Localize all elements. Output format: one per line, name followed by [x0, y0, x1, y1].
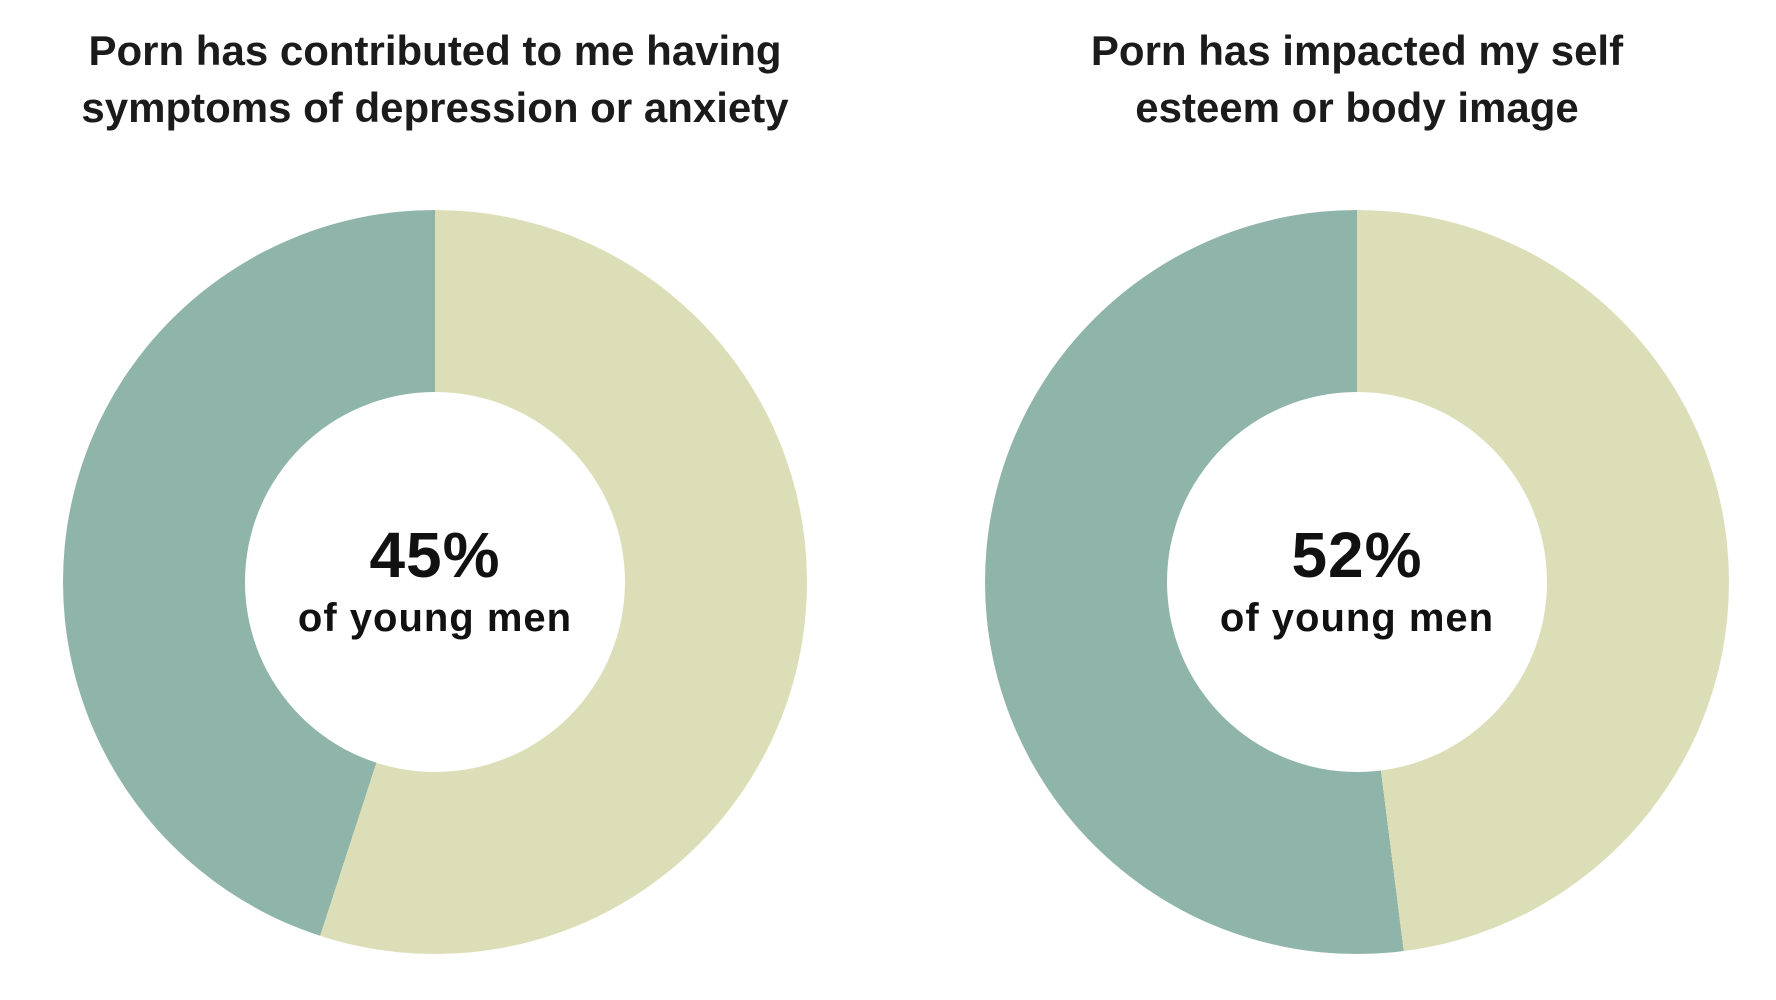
left-center-value: 45%	[369, 519, 501, 591]
left-center-label: of young men	[297, 596, 573, 640]
left-donut-chart: 45% of young men	[63, 210, 807, 954]
right-chart-title: Porn has impacted my self esteem or body…	[1091, 22, 1623, 136]
left-chart-title: Porn has contributed to me having sympto…	[81, 22, 788, 136]
right-center-label: of young men	[1219, 596, 1495, 640]
right-donut-chart: 52% of young men	[985, 210, 1729, 954]
right-donut-hole: 52% of young men	[1167, 392, 1547, 772]
right-center-value: 52%	[1291, 519, 1423, 591]
left-donut-hole: 45% of young men	[245, 392, 625, 772]
right-chart-title-line2: esteem or body image	[1135, 84, 1579, 131]
right-chart-title-line1: Porn has impacted my self	[1090, 27, 1624, 74]
left-chart-title-line1: Porn has contributed to me having	[88, 27, 782, 74]
left-chart-title-line2: symptoms of depression or anxiety	[81, 84, 789, 131]
